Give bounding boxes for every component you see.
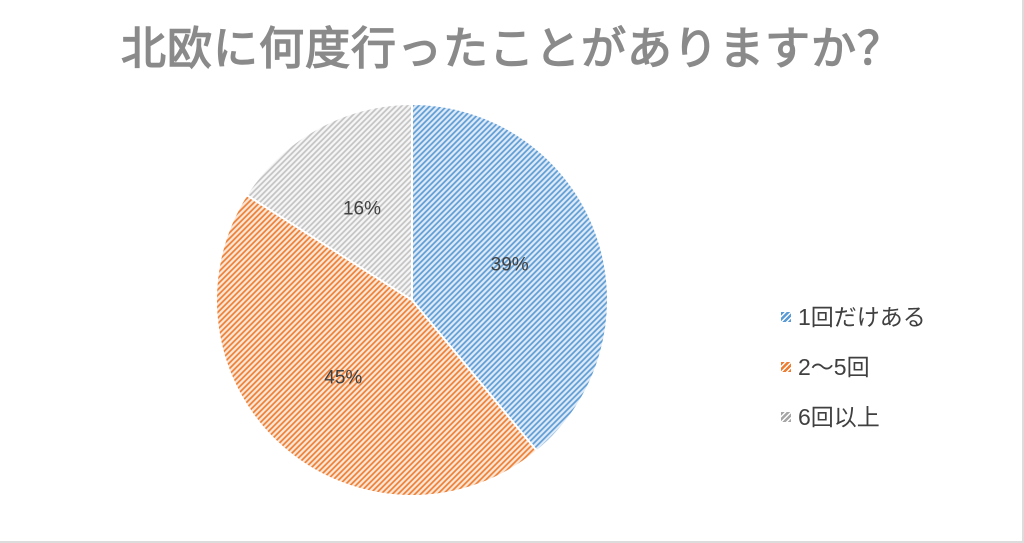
legend-label: 6回以上 (798, 404, 880, 430)
pie-slice-label: 45% (324, 367, 362, 388)
legend-marker-icon (781, 362, 791, 372)
legend-item: 6回以上 (781, 405, 926, 429)
legend-item: 2〜5回 (781, 355, 926, 379)
legend-label: 2〜5回 (798, 354, 870, 380)
legend-marker-icon (781, 412, 791, 422)
pie-slice (245, 103, 413, 301)
pie-slice-label: 39% (491, 254, 529, 275)
pie-slice-label: 16% (343, 199, 381, 220)
pie-chart: 39% 45% 16% (215, 103, 609, 497)
legend: 1回だけある 2〜5回 6回以上 (781, 305, 926, 455)
pie-slice (411, 103, 609, 453)
legend-marker-icon (781, 312, 791, 322)
chart-title: 北欧に何度行ったことがありますか？ (120, 23, 903, 74)
legend-item: 1回だけある (781, 305, 926, 329)
pie-slice (215, 193, 538, 497)
legend-label: 1回だけある (798, 304, 926, 330)
